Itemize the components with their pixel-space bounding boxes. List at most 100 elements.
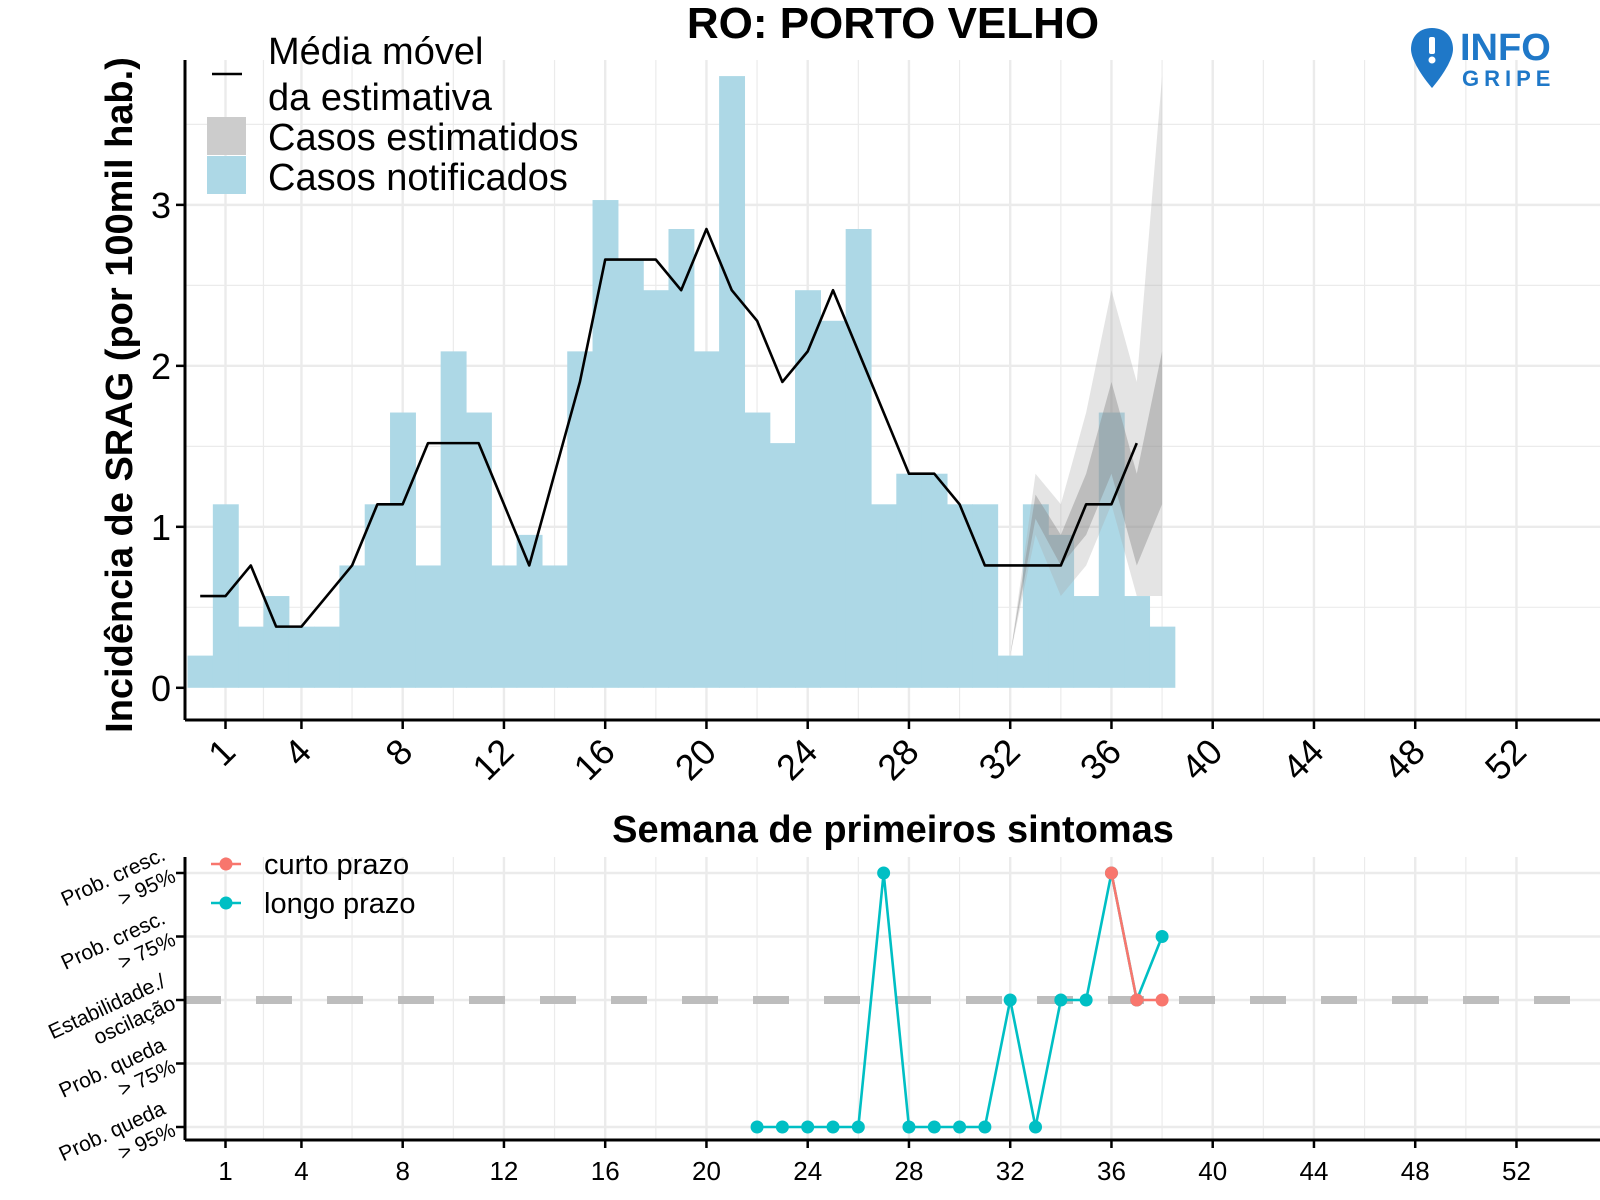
legend-label-estimated: Casos estimatidos [268,117,578,159]
bar-notified-week-35 [1073,596,1100,688]
bar-notified-week-25 [820,320,847,688]
x-tick-label: 1 [200,731,243,774]
x-tick-label: 36 [1097,1156,1126,1186]
x-tick-label: 32 [996,1156,1025,1186]
x-tick-label: 8 [377,731,420,774]
moving-average-line [200,227,1138,628]
x-tick-label: 1 [218,1156,232,1186]
point-longo-prazo-week-33 [1029,1120,1043,1134]
point-longo-prazo-week-29 [927,1120,941,1134]
legend-key-dot-longo-prazo [219,896,233,910]
bar-notified-week-3 [263,596,290,688]
point-longo-prazo-week-22 [750,1120,764,1134]
x-tick-label: 20 [667,731,724,788]
point-longo-prazo-week-26 [851,1120,865,1134]
legend-key-dot-curto-prazo [219,857,233,871]
point-longo-prazo-week-27 [877,866,891,880]
bar-notified-week-38 [1149,626,1176,688]
legend-estimated-key [207,117,246,155]
y-tick-label: 3 [151,185,171,226]
y-tick-label: 0 [151,668,171,709]
logo-main-text: INFO [1460,27,1551,69]
x-tick-label: 8 [395,1156,409,1186]
bar-notified-week-33 [1022,504,1049,688]
y-tick-label: 1 [151,507,171,548]
bar-notified-week-12 [491,565,518,688]
x-tick-label: 12 [464,731,521,788]
x-tick-label: 40 [1173,731,1230,788]
point-longo-prazo-week-28 [902,1120,916,1134]
legend-label-longo-prazo: longo prazo [264,888,416,920]
exclamation-icon [1429,37,1435,54]
point-curto-prazo-week-38 [1155,993,1169,1007]
x-tick-label: 16 [591,1156,620,1186]
point-longo-prazo-week-31 [978,1120,992,1134]
legend-label-line-1: Média móvel [268,31,483,73]
bar-notified-week-28 [896,473,923,688]
x-tick-label: 28 [869,731,926,788]
bar-notified-week-8 [390,412,416,688]
x-tick-label: 44 [1300,1156,1329,1186]
bar-notified-week-9 [415,565,442,688]
bar-notified-week-36 [1098,412,1125,688]
point-longo-prazo-week-35 [1079,993,1093,1007]
x-tick-label: 16 [566,731,623,788]
x-tick-label: 40 [1198,1156,1227,1186]
x-tick-label: 4 [294,1156,308,1186]
legend-label-curto-prazo: curto prazo [264,849,409,881]
x-tick-label: 24 [768,731,825,788]
x-tick-label: 24 [793,1156,822,1186]
x-tick-label: 48 [1376,731,1433,788]
legend-label-notified: Casos notificados [268,157,568,199]
x-axis-title: Semana de primeiros sintomas [612,809,1174,851]
bar-notified-week-18 [643,290,670,688]
bar-notified-week-11 [465,412,492,688]
bar-notified-week-10 [440,351,467,688]
bar-notified-week-37 [1124,596,1151,688]
bar-notified-week-26 [845,229,872,688]
x-tick-label: 32 [971,731,1028,788]
bar-notified-week-14 [541,565,568,688]
bar-notified-week-17 [617,259,644,688]
x-tick-label: 36 [1072,731,1129,788]
estimate-band-outer [1010,76,1163,656]
y-tick-label-group: Prob. queda> 95% [56,1097,180,1166]
bar-notified-week-19 [668,229,695,688]
point-curto-prazo-week-37 [1130,993,1144,1007]
y-axis-title: Incidência de SRAG (por 100mil hab.) [99,57,141,733]
bar-notified-week-6 [339,565,366,688]
point-longo-prazo-week-25 [826,1120,840,1134]
bar-notified-week-4 [288,626,315,688]
x-tick-label: 52 [1477,731,1534,788]
y-tick-label: 2 [151,346,171,387]
x-tick-label: 52 [1502,1156,1531,1186]
bar-notified-week-22 [744,412,771,688]
legend-label-line-2: da estimativa [268,77,493,119]
bar-notified-week-29 [921,473,948,688]
bar-notified-week-13 [516,534,543,688]
bar-notified-week-7 [364,504,391,688]
x-tick-label: 4 [276,731,319,774]
point-longo-prazo-week-32 [1003,993,1017,1007]
infogripe-logo: INFO GRIPE [1410,24,1590,94]
point-longo-prazo-week-23 [775,1120,789,1134]
x-tick-label: 20 [692,1156,721,1186]
point-longo-prazo-week-30 [953,1120,967,1134]
legend-notified-key [207,156,246,194]
bar-notified-week-31 [972,504,999,688]
x-tick-label: 48 [1401,1156,1430,1186]
bar-notified-week-24 [795,290,821,688]
x-tick-label: 44 [1274,731,1331,788]
bar-notified-week-21 [719,76,746,688]
point-curto-prazo-week-36 [1104,866,1118,880]
bar-notified-week-5 [314,626,341,688]
logo-sub-text: GRIPE [1462,66,1555,91]
bar-notified-week-27 [870,504,897,688]
x-tick-label: 12 [489,1156,518,1186]
bar-notified-week-0 [187,655,214,688]
bar-notified-week-2 [238,626,265,688]
bar-notified-week-15 [567,351,594,688]
